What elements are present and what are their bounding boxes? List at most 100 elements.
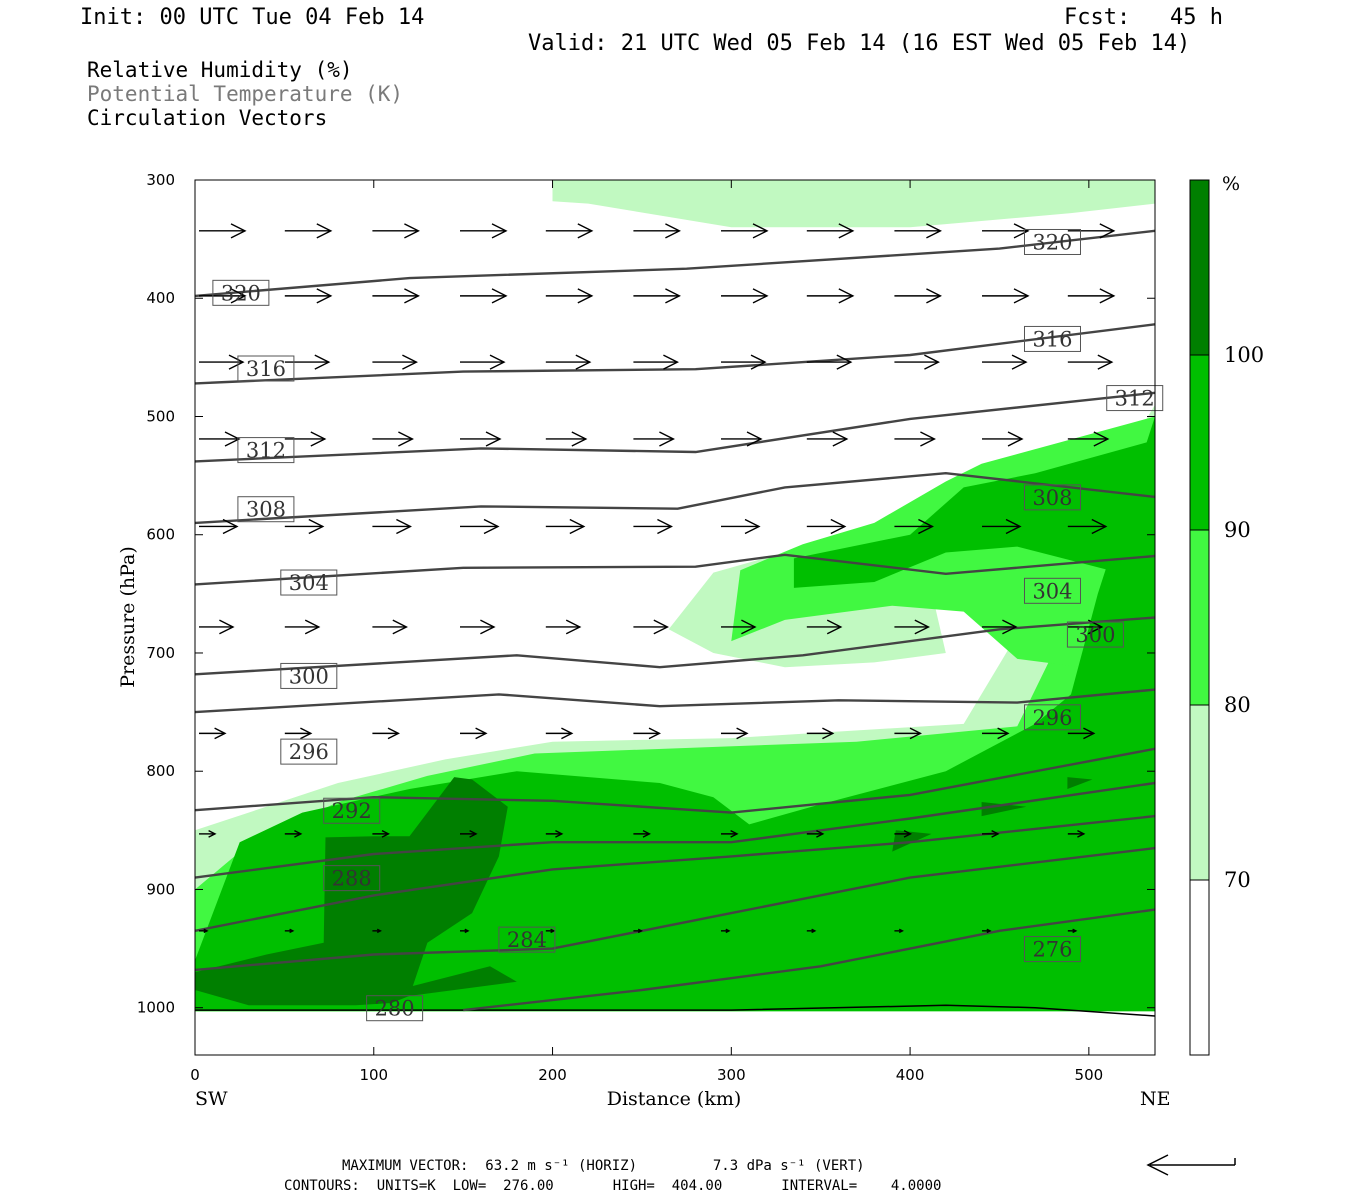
contour-label: 284 xyxy=(507,928,547,952)
x-end-right-label: NE xyxy=(1140,1088,1171,1110)
rh-region-rh100 xyxy=(1067,777,1093,789)
circulation-vector xyxy=(199,518,239,535)
circulation-vector xyxy=(1067,727,1096,740)
colorbar-segment xyxy=(1189,879,1210,1056)
circulation-vector xyxy=(545,928,556,934)
circulation-vector xyxy=(721,619,757,635)
circulation-vector xyxy=(633,518,673,535)
circulation-vector xyxy=(633,928,643,934)
circulation-vector xyxy=(1067,288,1116,304)
x-tick-label: 100 xyxy=(359,1066,388,1084)
contour-label: 316 xyxy=(246,357,286,381)
contour-label: 308 xyxy=(246,498,286,522)
contour-label-box xyxy=(1023,704,1081,731)
colorbar-segment xyxy=(1189,529,1210,706)
circulation-vector xyxy=(460,354,506,370)
circulation-vector xyxy=(372,518,412,535)
rh-fill-layer xyxy=(195,180,1155,1012)
contour-label: 320 xyxy=(1032,230,1072,254)
colorbar-label: 90 xyxy=(1224,518,1251,542)
valid-time: Valid: 21 UTC Wed 05 Feb 14 (16 EST Wed … xyxy=(528,31,1191,56)
circulation-vector xyxy=(982,288,1030,304)
circulation-vector xyxy=(372,727,400,740)
circulation-vector xyxy=(894,727,922,740)
vector-layer xyxy=(199,223,1116,934)
contour-label: 300 xyxy=(1075,623,1115,647)
circulation-vector xyxy=(460,223,508,239)
rh-region-rh100 xyxy=(373,966,517,999)
x-tick-label: 400 xyxy=(896,1066,925,1084)
legend-vectors: Circulation Vectors xyxy=(87,106,328,130)
circulation-vector xyxy=(460,928,470,934)
y-tick-label: 500 xyxy=(146,407,175,425)
contour-label: 296 xyxy=(1032,706,1072,730)
contour-label: 300 xyxy=(289,664,329,688)
y-tick-label: 700 xyxy=(146,644,175,662)
circulation-vector xyxy=(806,619,843,635)
y-tick-label: 400 xyxy=(146,289,175,307)
colorbar-label: 100 xyxy=(1224,343,1264,367)
circulation-vector xyxy=(1067,518,1108,535)
surface-line xyxy=(195,1004,1155,1017)
y-tick-label: 300 xyxy=(146,171,175,189)
theta-contour-276 xyxy=(463,908,1155,1012)
circulation-vector xyxy=(894,288,942,304)
colorbar-label: 70 xyxy=(1224,868,1251,892)
contour-label-box xyxy=(1023,577,1081,604)
contour-label: 316 xyxy=(1032,327,1072,351)
contour-label: 304 xyxy=(289,571,329,595)
contour-label: 308 xyxy=(1032,486,1072,510)
circulation-vector xyxy=(372,830,390,838)
axes-layer: 0 100 200 300 400 500 300 400 500 600 700 800 900 100… xyxy=(137,171,1155,1084)
theta-contour-296 xyxy=(195,688,1155,714)
circulation-vector xyxy=(1067,928,1078,934)
circulation-vector xyxy=(284,727,313,740)
circulation-vector xyxy=(721,928,731,934)
contour-label: 288 xyxy=(332,867,372,891)
contour-label-box xyxy=(366,995,424,1022)
theta-contour-320 xyxy=(195,229,1155,298)
circulation-vector xyxy=(284,223,333,239)
contour-label-box xyxy=(212,279,270,306)
y-tick-label: 600 xyxy=(146,526,175,544)
circulation-vector xyxy=(806,431,849,447)
circulation-vector xyxy=(894,830,912,838)
reference-vector xyxy=(1146,1154,1236,1176)
circulation-vector xyxy=(460,619,496,635)
circulation-vector xyxy=(633,431,675,447)
circulation-vector xyxy=(284,619,321,635)
circulation-vector xyxy=(982,518,1022,535)
theta-contour-304 xyxy=(195,553,1155,586)
circulation-vector xyxy=(633,727,661,740)
circulation-vector xyxy=(721,518,761,535)
circulation-vector xyxy=(372,619,408,635)
x-tick-label: 0 xyxy=(190,1066,200,1084)
contour-label-box xyxy=(1023,936,1081,963)
circulation-vector xyxy=(894,928,904,934)
circulation-vector xyxy=(284,518,325,535)
circulation-vector xyxy=(545,223,594,239)
circulation-vector xyxy=(806,928,817,934)
y-tick-label: 900 xyxy=(146,880,175,898)
circulation-vector xyxy=(284,431,327,447)
circulation-vector xyxy=(199,431,241,447)
legend-theta: Potential Temperature (K) xyxy=(87,82,404,106)
circulation-vector xyxy=(460,518,500,535)
circulation-vector xyxy=(199,223,247,239)
circulation-vector xyxy=(894,619,930,635)
circulation-vector xyxy=(633,830,651,838)
circulation-vector xyxy=(372,354,418,370)
circulation-vector xyxy=(633,223,681,239)
contour-label-box xyxy=(280,662,338,689)
colorbar: 70 80 90 100% xyxy=(1189,173,1264,1056)
circulation-vector xyxy=(894,518,934,535)
circulation-vector xyxy=(545,830,564,838)
circulation-vector xyxy=(982,928,992,934)
contour-label-box xyxy=(1023,228,1081,255)
contour-label-box xyxy=(1023,484,1081,511)
x-end-left-label: SW xyxy=(195,1088,228,1110)
circulation-vector xyxy=(982,830,1000,838)
rh-region-rh70 xyxy=(552,180,1155,228)
circulation-vector xyxy=(806,727,835,740)
theta-contour-316 xyxy=(195,323,1155,385)
